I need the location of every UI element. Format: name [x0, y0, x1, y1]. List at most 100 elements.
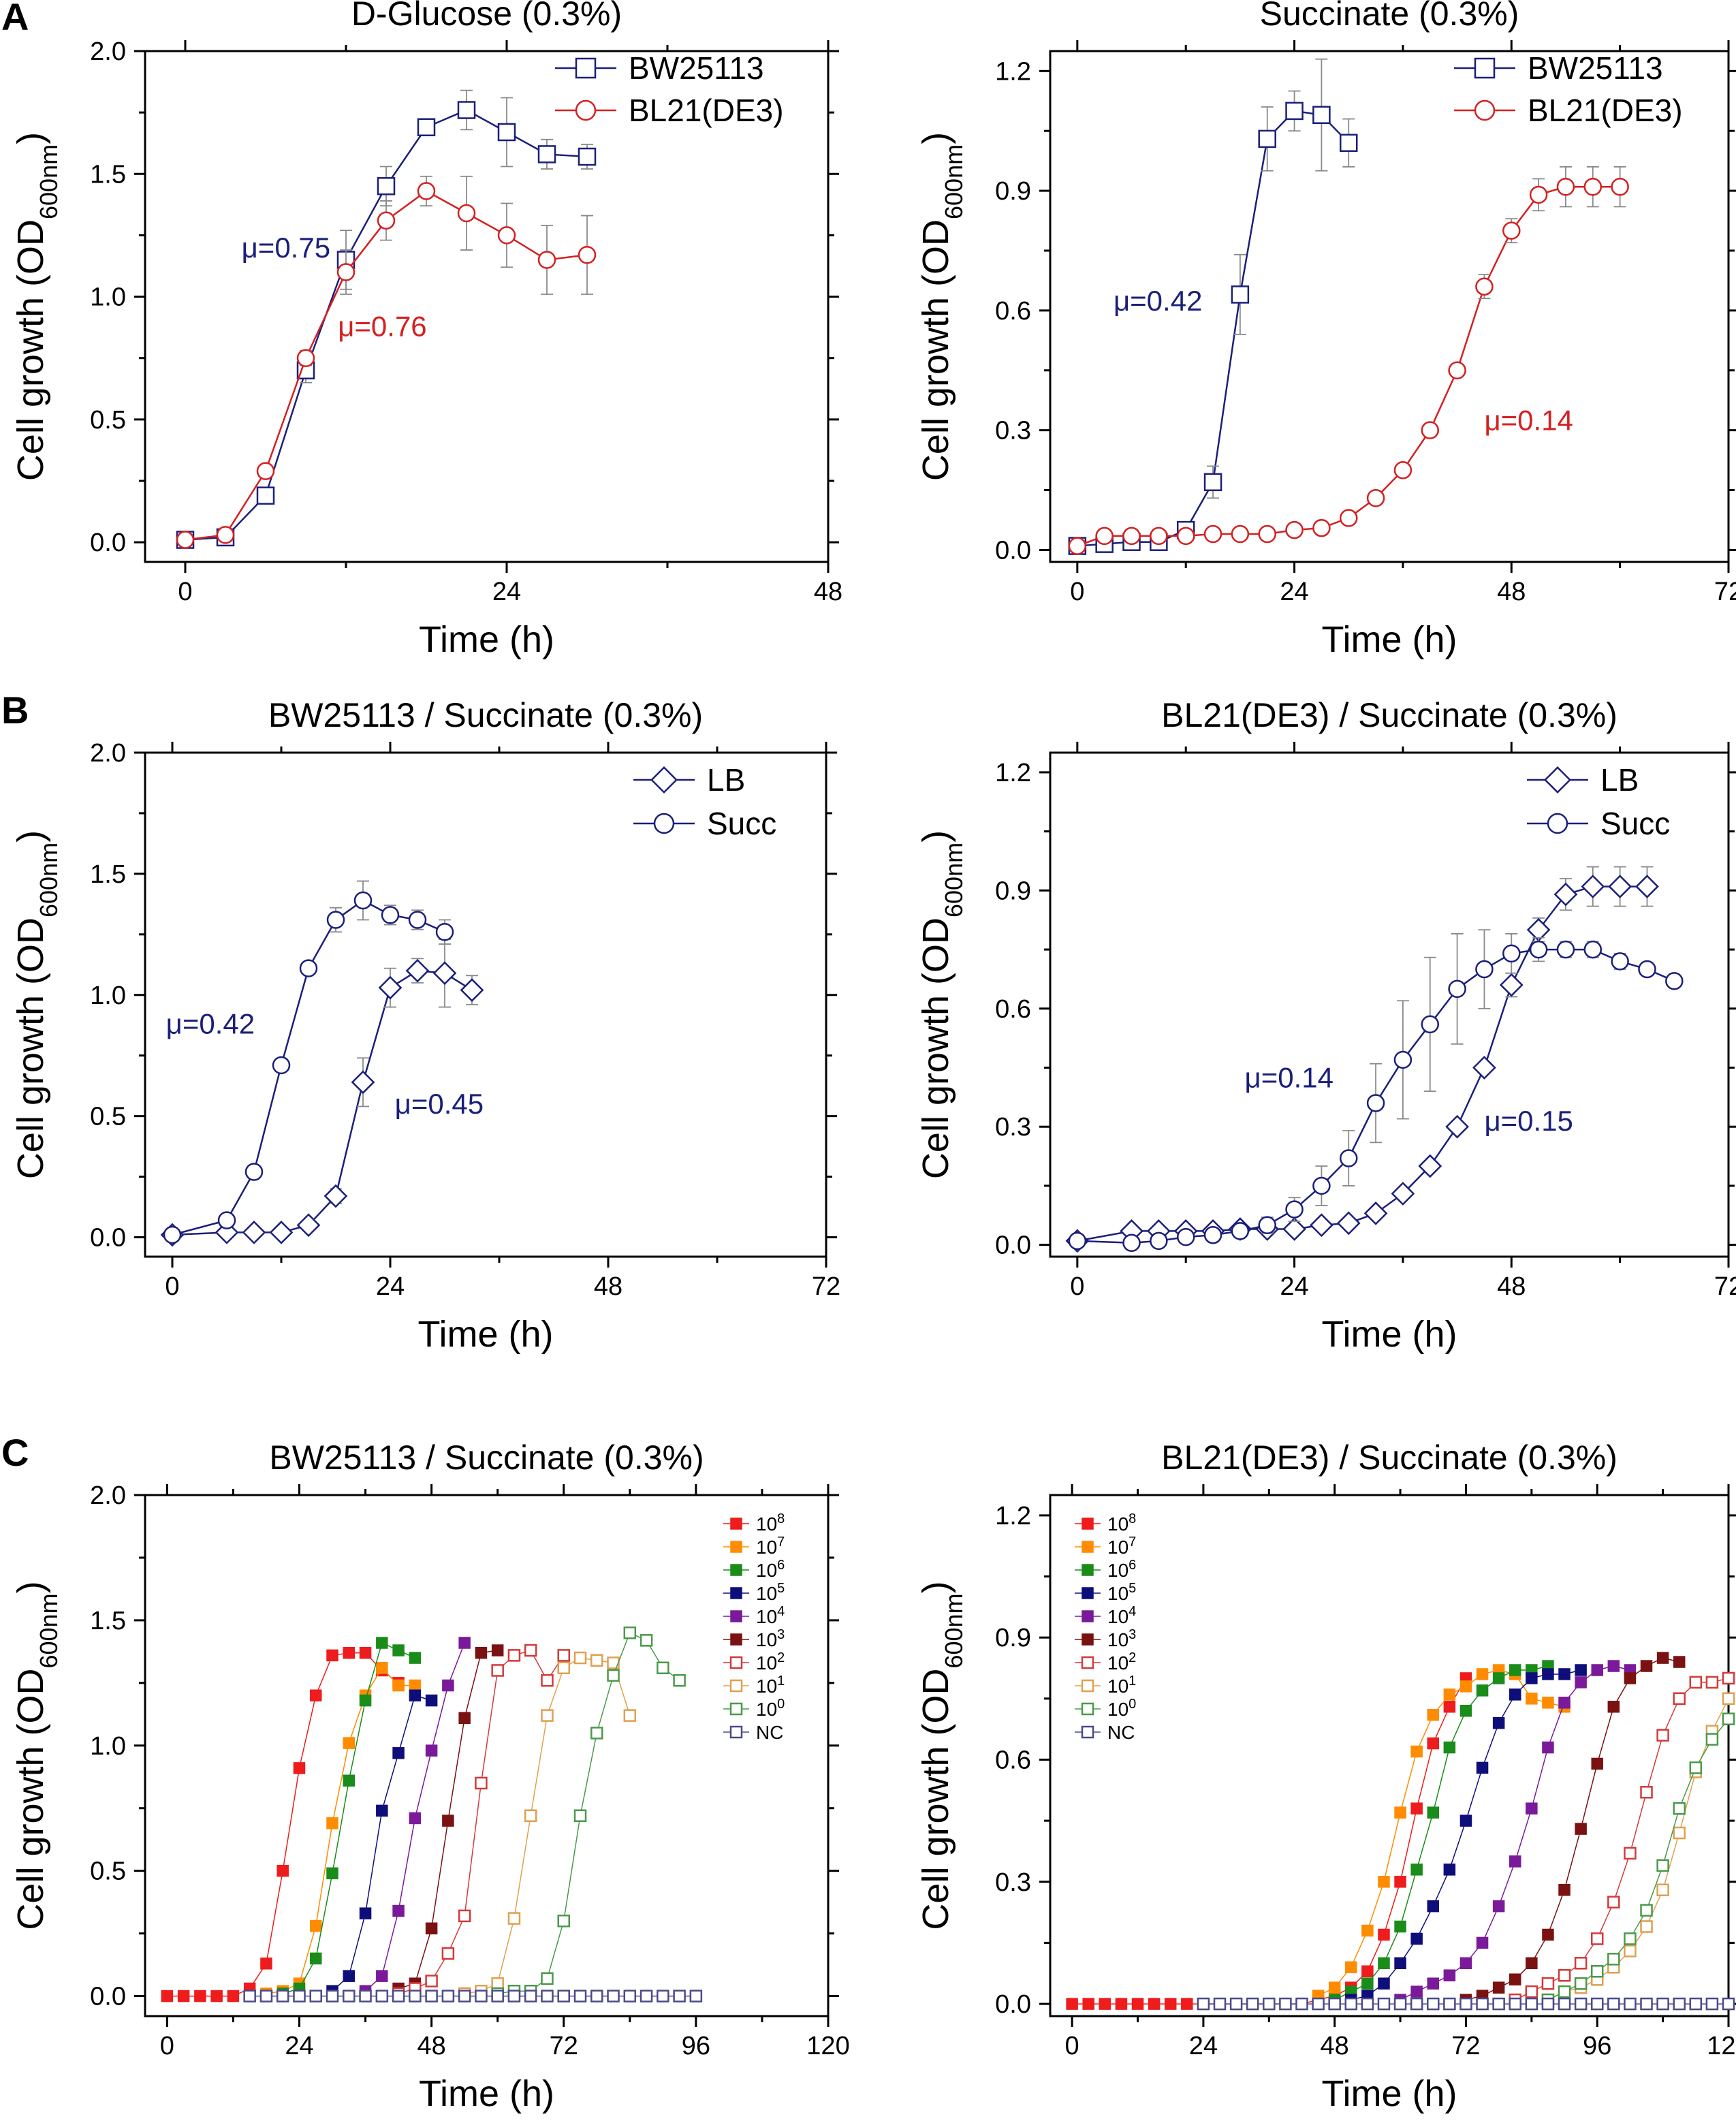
data-point: [1476, 1936, 1489, 1949]
data-point: [1394, 1957, 1406, 1970]
data-point: [1363, 1201, 1388, 1225]
data-point: [326, 1649, 338, 1662]
data-point: [1378, 1977, 1390, 1990]
data-point: [1558, 1968, 1571, 1982]
data-point: [1443, 1864, 1456, 1876]
series-8: [491, 1627, 686, 2000]
x-tick-label: 24: [285, 2032, 313, 2060]
data-point: [1722, 1712, 1735, 1725]
data-point: [1529, 940, 1548, 959]
y-tick-label: 2.0: [90, 37, 126, 66]
data-point: [541, 1709, 554, 1722]
data-point: [1095, 527, 1114, 546]
data-point: [590, 1990, 603, 2002]
data-point: [1410, 1864, 1423, 1876]
y-tick-label: 0.3: [995, 1113, 1031, 1142]
data-point: [1476, 1684, 1489, 1697]
data-point: [405, 958, 430, 983]
data-point: [1705, 1733, 1719, 1746]
y-axis-label: Cell growth (OD600nm): [10, 1581, 63, 1930]
data-point: [1607, 1660, 1620, 1672]
legend-item: NC: [723, 1722, 783, 1743]
data-point: [293, 1990, 306, 2002]
data-point: [1339, 133, 1358, 153]
data-point: [1665, 972, 1684, 990]
data-point: [1509, 1997, 1521, 2011]
data-point: [1285, 1200, 1304, 1219]
series-2: [1328, 1660, 1554, 2006]
data-point: [269, 1221, 294, 1244]
y-tick-label: 1.2: [995, 57, 1031, 86]
legend-label: LB: [1600, 762, 1639, 798]
data-point: [1176, 527, 1195, 546]
x-tick-label: 48: [1497, 578, 1526, 606]
data-point: [1542, 1928, 1554, 1941]
data-point: [1263, 1997, 1276, 2011]
data-point: [1361, 1965, 1374, 1978]
data-point: [457, 101, 476, 119]
data-point: [1608, 875, 1632, 898]
data-point: [1285, 520, 1304, 539]
series-line: [1334, 1665, 1549, 2000]
data-point: [497, 123, 516, 142]
data-point: [1231, 524, 1250, 544]
data-point: [1640, 1660, 1653, 1672]
data-point: [1295, 1997, 1308, 2011]
legend-marker: [1082, 1564, 1094, 1576]
data-point: [1722, 1997, 1735, 2011]
panel-letter-a: A: [1, 0, 29, 38]
data-point: [392, 1644, 405, 1656]
legend: BW25113 BL21(DE3): [555, 50, 784, 128]
data-point: [310, 1952, 322, 1965]
data-point: [524, 1644, 537, 1657]
x-tick-label: 0: [1070, 1272, 1084, 1301]
legend-label: NC: [1107, 1722, 1135, 1743]
data-point: [1181, 1998, 1193, 2010]
y-tick-label: 1.2: [995, 1502, 1031, 1530]
legend: LB Succ: [1527, 762, 1670, 841]
data-point: [640, 1634, 653, 1647]
data-point: [1590, 1997, 1604, 2011]
data-point: [1312, 1176, 1331, 1195]
legend-marker: [1081, 1725, 1094, 1739]
data-point: [1656, 1652, 1669, 1664]
data-point: [1574, 1957, 1588, 1970]
y-tick-label: 0.0: [90, 529, 126, 557]
data-point: [1492, 1981, 1505, 1994]
data-point: [1328, 1981, 1341, 1994]
legend-item: BW25113: [555, 50, 764, 86]
data-point: [377, 211, 396, 230]
data-point: [1082, 1998, 1094, 2010]
y-tick-label: 1.5: [90, 1607, 126, 1635]
data-point: [351, 1070, 375, 1095]
y-tick-label: 0.5: [90, 1103, 126, 1131]
growth-rate-annotation: μ=0.42: [166, 1008, 255, 1040]
data-point: [1575, 1664, 1587, 1676]
data-point: [1131, 1998, 1144, 2010]
data-point: [359, 1907, 372, 1919]
data-point: [1312, 1997, 1325, 2011]
data-point: [1328, 1997, 1341, 2011]
data-point: [1656, 1997, 1669, 2011]
x-tick-label: 72: [550, 2032, 578, 2060]
data-point: [441, 1990, 455, 2002]
data-point: [1502, 221, 1521, 240]
data-point: [497, 226, 516, 245]
legend-item: BL21(DE3): [555, 93, 784, 128]
y-tick-label: 0.3: [995, 417, 1031, 445]
series-line: [1466, 1657, 1679, 2000]
data-point: [409, 1652, 422, 1664]
data-point: [1575, 1823, 1587, 1835]
legend-label: 100: [756, 1697, 785, 1720]
x-tick-label: 96: [1583, 2032, 1611, 2060]
y-axis-label: Cell growth (OD600nm): [915, 830, 968, 1179]
data-point: [1656, 1883, 1669, 1896]
data-point: [1279, 1997, 1292, 2011]
legend-marker: [575, 99, 597, 121]
data-point: [573, 1651, 587, 1665]
y-tick-label: 0.9: [995, 1624, 1031, 1652]
data-point: [242, 1221, 266, 1244]
series-7: [458, 1651, 637, 2000]
series-1: [1068, 166, 1629, 555]
data-point: [161, 1990, 174, 2002]
